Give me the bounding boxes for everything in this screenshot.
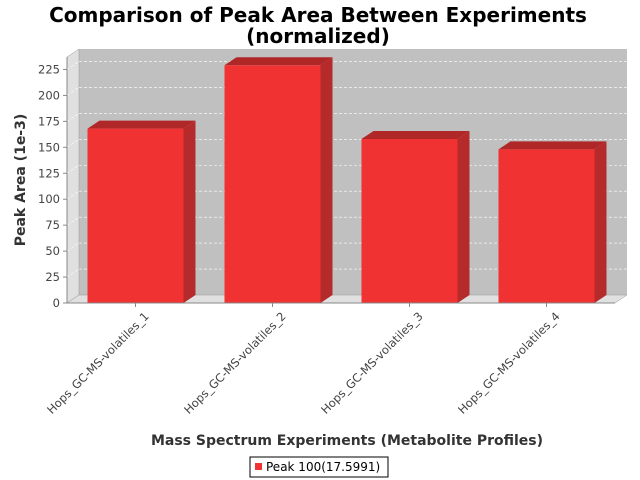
y-tick-label: 125 xyxy=(38,166,60,180)
x-tick-label: Hops_GC-MS-volatiles_4 xyxy=(455,309,562,416)
x-axis-label: Mass Spectrum Experiments (Metabolite Pr… xyxy=(151,433,543,449)
y-tick-label: 50 xyxy=(45,244,60,258)
gridline-wall xyxy=(66,113,80,122)
bar-top xyxy=(87,120,196,129)
gridline-wall xyxy=(66,190,80,200)
bar-side xyxy=(183,120,196,303)
bar-2 xyxy=(224,57,333,303)
y-tick-label: 100 xyxy=(38,192,60,206)
y-axis: 0 25 50 75 100 125 150 175 200 225 xyxy=(38,57,68,310)
legend-box xyxy=(249,456,389,478)
gridline-wall xyxy=(66,242,80,252)
bar-front xyxy=(87,128,184,303)
y-axis-label: Peak Area (1e-3) xyxy=(13,114,29,247)
y-tick-label: 0 xyxy=(53,296,60,310)
gridline-wall xyxy=(66,61,80,70)
chart-title-line2: (normalized) xyxy=(246,24,390,48)
x-tick-label: Hops_GC-MS-volatiles_1 xyxy=(44,309,151,416)
y-tick-label: 150 xyxy=(38,140,60,154)
y-tick-label: 225 xyxy=(38,62,60,76)
gridline-wall xyxy=(66,165,80,174)
bar-top xyxy=(224,57,333,66)
x-tick-label: Hops_GC-MS-volatiles_3 xyxy=(318,309,425,416)
bar-side xyxy=(320,57,333,303)
bar-3 xyxy=(361,131,470,303)
plot-left-wall xyxy=(66,48,80,304)
bar-front xyxy=(224,65,321,303)
legend: Peak 100(17.5991) xyxy=(249,456,389,478)
bar-front xyxy=(498,149,595,303)
bar-top xyxy=(361,131,470,139)
gridline-wall xyxy=(66,216,80,226)
bar-side xyxy=(594,141,607,303)
bar-side xyxy=(457,131,470,303)
x-tick-label: Hops_GC-MS-volatiles_2 xyxy=(181,309,288,416)
bars-group xyxy=(87,57,607,303)
bar-top xyxy=(498,141,607,150)
legend-swatch xyxy=(255,463,262,470)
y-tick-label: 175 xyxy=(38,114,60,128)
gridline-wall xyxy=(66,87,80,96)
legend-entry-peak-100: Peak 100(17.5991) xyxy=(266,460,380,474)
gridline-wall xyxy=(66,268,80,278)
gridline-wall xyxy=(66,139,80,148)
bar-front xyxy=(361,139,458,303)
y-tick-label: 200 xyxy=(38,88,60,102)
bar-1 xyxy=(87,120,196,303)
chart-title-line1: Comparison of Peak Area Between Experime… xyxy=(49,3,587,27)
x-axis: Hops_GC-MS-volatiles_1 Hops_GC-MS-volatil… xyxy=(44,302,615,417)
y-tick-label: 75 xyxy=(45,218,60,232)
y-tick-label: 25 xyxy=(45,270,60,284)
bar-4 xyxy=(498,141,607,303)
